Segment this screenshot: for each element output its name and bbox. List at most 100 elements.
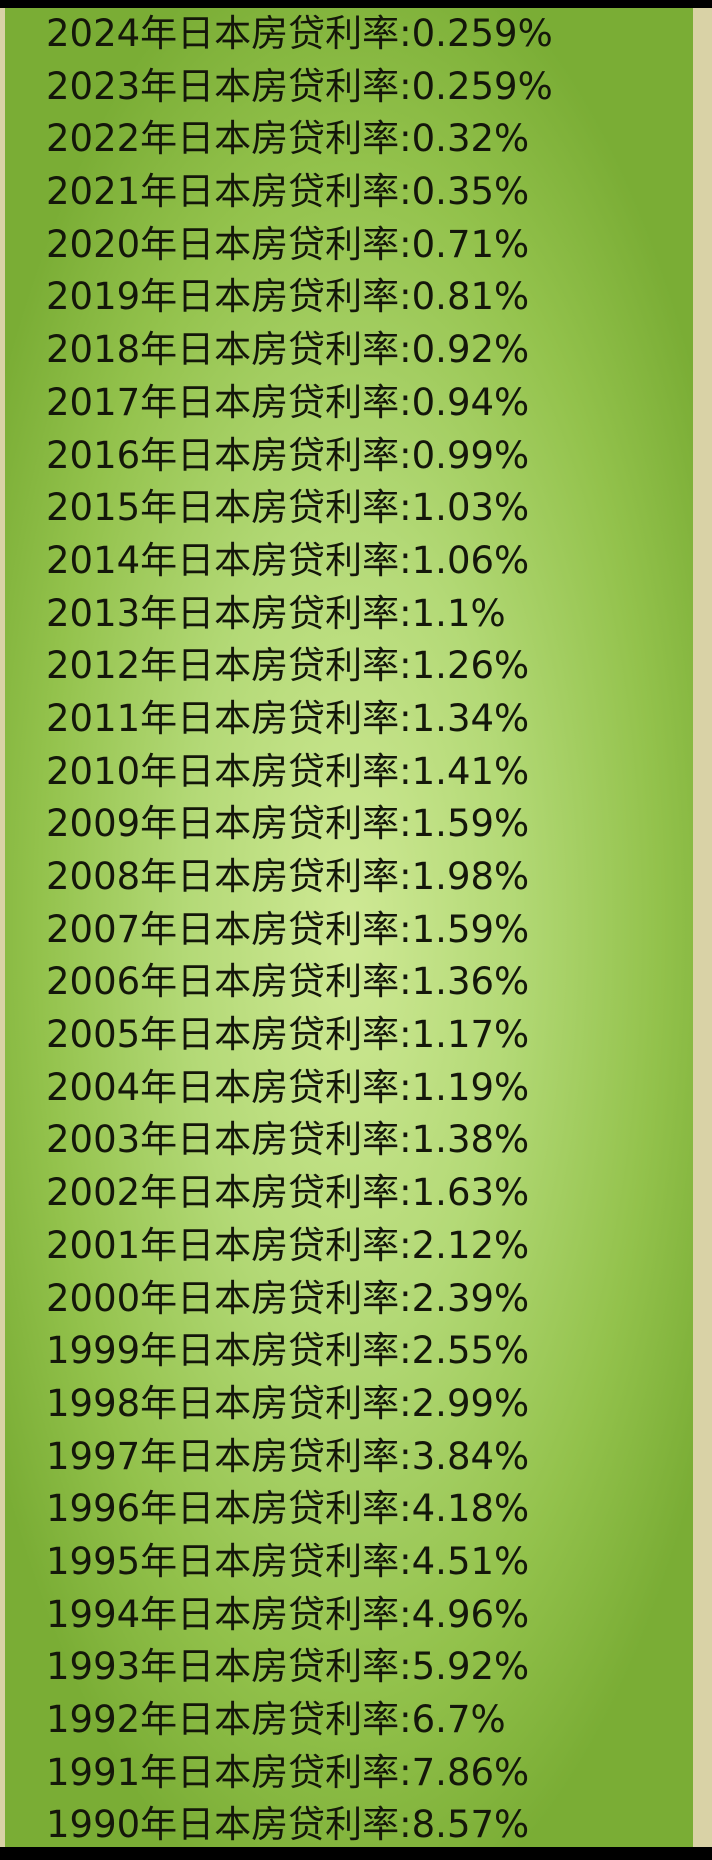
row-label: 年日本房贷利率: bbox=[140, 749, 412, 793]
year: 1998 bbox=[46, 1381, 141, 1425]
year: 2019 bbox=[46, 275, 141, 319]
year: 1993 bbox=[46, 1645, 141, 1689]
row-label: 年日本房贷利率: bbox=[140, 486, 412, 530]
row-label: 年日本房贷利率: bbox=[140, 1750, 412, 1794]
row-label: 年日本房贷利率: bbox=[140, 433, 412, 477]
year: 2014 bbox=[46, 538, 141, 582]
rate-value: 0.99% bbox=[411, 433, 530, 477]
row-label: 年日本房贷利率: bbox=[140, 907, 412, 951]
rate-value: 1.26% bbox=[411, 644, 530, 688]
row-label: 年日本房贷利率: bbox=[140, 1645, 412, 1689]
row-label: 年日本房贷利率: bbox=[140, 1539, 412, 1583]
row-label: 年日本房贷利率: bbox=[140, 591, 412, 635]
rate-value: 0.259% bbox=[411, 64, 553, 108]
row-label: 年日本房贷利率: bbox=[140, 1698, 412, 1741]
rate-row: 1994年日本房贷利率:4.96% bbox=[46, 1589, 686, 1642]
row-label: 年日本房贷利率: bbox=[140, 644, 412, 688]
rate-value: 1.63% bbox=[411, 1171, 530, 1215]
year: 2010 bbox=[46, 749, 141, 793]
rate-row: 2004年日本房贷利率:1.19% bbox=[46, 1062, 686, 1115]
image-panel: 2024年日本房贷利率:0.259% 2023年日本房贷利率:0.259% 2022… bbox=[0, 8, 712, 1847]
rate-row: 2006年日本房贷利率:1.36% bbox=[46, 956, 686, 1009]
rate-value: 1.36% bbox=[411, 960, 530, 1004]
rate-value: 6.7% bbox=[411, 1698, 506, 1741]
rate-row: 1990年日本房贷利率:8.57% bbox=[46, 1799, 686, 1852]
rate-row: 1993年日本房贷利率:5.92% bbox=[46, 1641, 686, 1694]
year: 1996 bbox=[46, 1487, 141, 1531]
rate-row: 2018年日本房贷利率:0.92% bbox=[46, 324, 686, 377]
rate-value: 0.94% bbox=[411, 380, 530, 424]
rate-value: 4.18% bbox=[411, 1487, 530, 1531]
rate-row: 2016年日本房贷利率:0.99% bbox=[46, 430, 686, 483]
year: 2023 bbox=[46, 64, 141, 108]
rate-value: 2.12% bbox=[411, 1223, 530, 1267]
rate-row: 1996年日本房贷利率:4.18% bbox=[46, 1483, 686, 1536]
rate-row: 1997年日本房贷利率:3.84% bbox=[46, 1431, 686, 1484]
rate-value: 1.19% bbox=[411, 1065, 530, 1109]
row-label: 年日本房贷利率: bbox=[140, 855, 412, 898]
rate-row: 2015年日本房贷利率:1.03% bbox=[46, 482, 686, 535]
rate-row: 2017年日本房贷利率:0.94% bbox=[46, 377, 686, 430]
rate-value: 1.17% bbox=[411, 1013, 530, 1057]
year: 2016 bbox=[46, 433, 141, 477]
rate-value: 0.35% bbox=[411, 170, 530, 214]
rate-row: 1991年日本房贷利率:7.86% bbox=[46, 1747, 686, 1800]
year: 2005 bbox=[46, 1013, 141, 1057]
rate-value: 2.39% bbox=[411, 1276, 530, 1320]
year: 2015 bbox=[46, 486, 141, 530]
rate-row: 2008年日本房贷利率:1.98% bbox=[46, 851, 686, 904]
green-background: 2024年日本房贷利率:0.259% 2023年日本房贷利率:0.259% 2022… bbox=[5, 8, 693, 1847]
rate-value: 1.59% bbox=[411, 907, 530, 951]
row-label: 年日本房贷利率: bbox=[140, 12, 412, 55]
rate-value: 1.03% bbox=[411, 486, 530, 530]
year: 2002 bbox=[46, 1171, 141, 1215]
year: 1991 bbox=[46, 1750, 141, 1794]
rate-row: 2009年日本房贷利率:1.59% bbox=[46, 798, 686, 851]
row-label: 年日本房贷利率: bbox=[140, 1276, 412, 1320]
rate-value: 1.1% bbox=[411, 591, 506, 635]
row-label: 年日本房贷利率: bbox=[140, 696, 412, 740]
rate-row: 2014年日本房贷利率:1.06% bbox=[46, 535, 686, 588]
rate-row: 2011年日本房贷利率:1.34% bbox=[46, 693, 686, 746]
row-label: 年日本房贷利率: bbox=[140, 1487, 412, 1531]
year: 2000 bbox=[46, 1276, 141, 1320]
year: 2008 bbox=[46, 855, 141, 898]
row-label: 年日本房贷利率: bbox=[140, 1223, 412, 1267]
rate-value: 8.57% bbox=[411, 1803, 530, 1847]
year: 2013 bbox=[46, 591, 141, 635]
rate-value: 4.51% bbox=[411, 1539, 530, 1583]
rate-row: 2021年日本房贷利率:0.35% bbox=[46, 166, 686, 219]
rate-row: 2002年日本房贷利率:1.63% bbox=[46, 1167, 686, 1220]
year: 1992 bbox=[46, 1698, 141, 1741]
rate-value: 2.55% bbox=[411, 1329, 530, 1373]
rate-row: 2007年日本房贷利率:1.59% bbox=[46, 904, 686, 957]
rate-value: 1.38% bbox=[411, 1118, 530, 1162]
rate-value: 2.99% bbox=[411, 1381, 530, 1425]
rate-row: 2024年日本房贷利率:0.259% bbox=[46, 8, 686, 61]
rate-value: 3.84% bbox=[411, 1434, 530, 1478]
row-label: 年日本房贷利率: bbox=[140, 1803, 412, 1847]
rate-value: 0.71% bbox=[411, 222, 530, 266]
row-label: 年日本房贷利率: bbox=[140, 328, 412, 372]
rate-value: 0.32% bbox=[411, 117, 530, 161]
rate-value: 1.06% bbox=[411, 538, 530, 582]
rate-row: 1998年日本房贷利率:2.99% bbox=[46, 1378, 686, 1431]
row-label: 年日本房贷利率: bbox=[140, 1013, 412, 1057]
row-label: 年日本房贷利率: bbox=[140, 802, 412, 846]
year: 2020 bbox=[46, 222, 141, 266]
year: 2024 bbox=[46, 12, 141, 55]
rate-value: 1.98% bbox=[411, 855, 530, 898]
row-label: 年日本房贷利率: bbox=[140, 1381, 412, 1425]
rate-value: 5.92% bbox=[411, 1645, 530, 1689]
rate-row: 1992年日本房贷利率:6.7% bbox=[46, 1694, 686, 1747]
rate-row: 2012年日本房贷利率:1.26% bbox=[46, 640, 686, 693]
row-label: 年日本房贷利率: bbox=[140, 1592, 412, 1636]
rate-row: 2010年日本房贷利率:1.41% bbox=[46, 746, 686, 799]
rate-value: 1.41% bbox=[411, 749, 530, 793]
year: 2017 bbox=[46, 380, 141, 424]
row-label: 年日本房贷利率: bbox=[140, 1065, 412, 1109]
year: 1999 bbox=[46, 1329, 141, 1373]
year: 2021 bbox=[46, 170, 141, 214]
rate-value: 1.34% bbox=[411, 696, 530, 740]
row-label: 年日本房贷利率: bbox=[140, 1171, 412, 1215]
